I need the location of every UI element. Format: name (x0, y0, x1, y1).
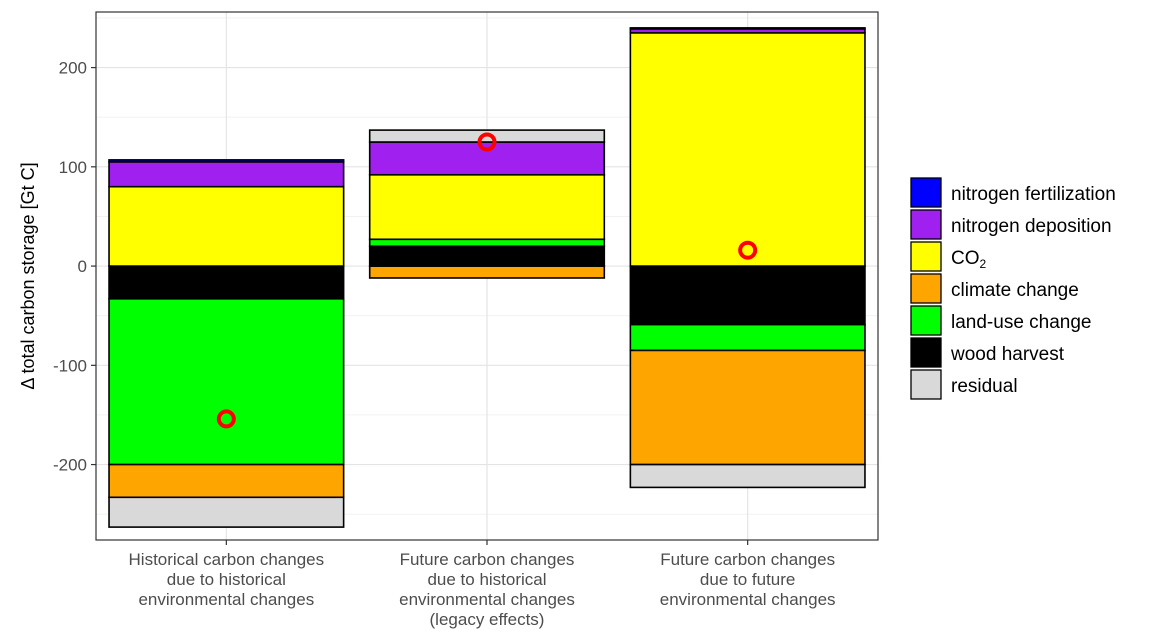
x-tick-label-line: due to historical (427, 570, 546, 589)
legend-label-residual: residual (951, 376, 1018, 397)
y-axis: -200 -100 0 100 200 (53, 59, 96, 475)
y-tick-label: -100 (53, 356, 87, 375)
x-tick-label-line: Future carbon changes (660, 550, 835, 569)
legend-key-wood (910, 337, 942, 368)
x-tick-label-line: (legacy effects) (430, 610, 545, 629)
legend-key-climate (910, 273, 942, 304)
bar-segment-climate (368, 265, 606, 279)
legend-label-climate: climate change (951, 280, 1079, 301)
bar-segment-n_dep (108, 161, 345, 188)
legend-label-co2: CO2 (951, 248, 987, 271)
net-change-marker (477, 132, 497, 152)
x-tick-label: Future carbon changes due to historical en… (399, 550, 575, 629)
legend-label-subscript: 2 (980, 257, 987, 271)
x-tick-label-line: Historical carbon changes (129, 550, 325, 569)
legend-key-n_dep (910, 209, 942, 240)
net-change-marker (216, 409, 236, 429)
bar-segment-n_dep (368, 141, 606, 176)
x-tick-label: Future carbon changes due to future enviro… (660, 550, 836, 609)
bar-segment-landuse (108, 298, 345, 466)
legend: nitrogen fertilization nitrogen depositio… (910, 177, 1116, 400)
x-tick-label-line: environmental changes (399, 590, 575, 609)
legend-key-residual (910, 369, 942, 400)
bar-segment-climate (108, 463, 345, 499)
bar-segment-n_fert (108, 159, 345, 163)
y-tick-label: -200 (53, 456, 87, 475)
legend-key-co2 (910, 241, 942, 272)
bar-segment-landuse (629, 323, 866, 352)
x-tick-label-line: environmental changes (660, 590, 836, 609)
bar-segment-n_fert (629, 27, 866, 30)
bar-segment-co2 (368, 173, 606, 241)
bar-segment-co2 (629, 32, 866, 267)
legend-label-landuse: land-use change (951, 312, 1092, 333)
legend-key-n_fert (910, 177, 942, 208)
x-axis: Historical carbon changes due to historic… (129, 540, 836, 629)
bar-segment-climate (629, 349, 866, 466)
x-tick-label: Historical carbon changes due to historic… (129, 550, 325, 609)
net-change-markers (216, 132, 758, 429)
net-change-marker (738, 240, 758, 260)
legend-key-landuse (910, 305, 942, 336)
bar-segment-wood (368, 245, 606, 267)
bar-segment-wood (629, 265, 866, 326)
y-tick-label: 100 (59, 158, 87, 177)
legend-label-wood: wood harvest (950, 344, 1065, 365)
x-tick-label-line: due to historical (167, 570, 286, 589)
bar-segment-landuse (368, 238, 606, 248)
legend-label-n_dep: nitrogen deposition (951, 216, 1112, 237)
bars (108, 27, 866, 528)
legend-label-n_fert: nitrogen fertilization (951, 184, 1116, 205)
x-tick-label-line: Future carbon changes (400, 550, 575, 569)
x-tick-label-line: due to future (700, 570, 795, 589)
x-tick-label-line: environmental changes (138, 590, 314, 609)
y-axis-title: Δ total carbon storage [Gt C] (18, 162, 38, 389)
y-tick-label: 0 (78, 257, 87, 276)
bar-segment-wood (108, 265, 345, 300)
bar-segment-residual (108, 496, 345, 528)
y-tick-label: 200 (59, 59, 87, 78)
bar-segment-residual (629, 463, 866, 489)
bar-segment-co2 (108, 185, 345, 267)
